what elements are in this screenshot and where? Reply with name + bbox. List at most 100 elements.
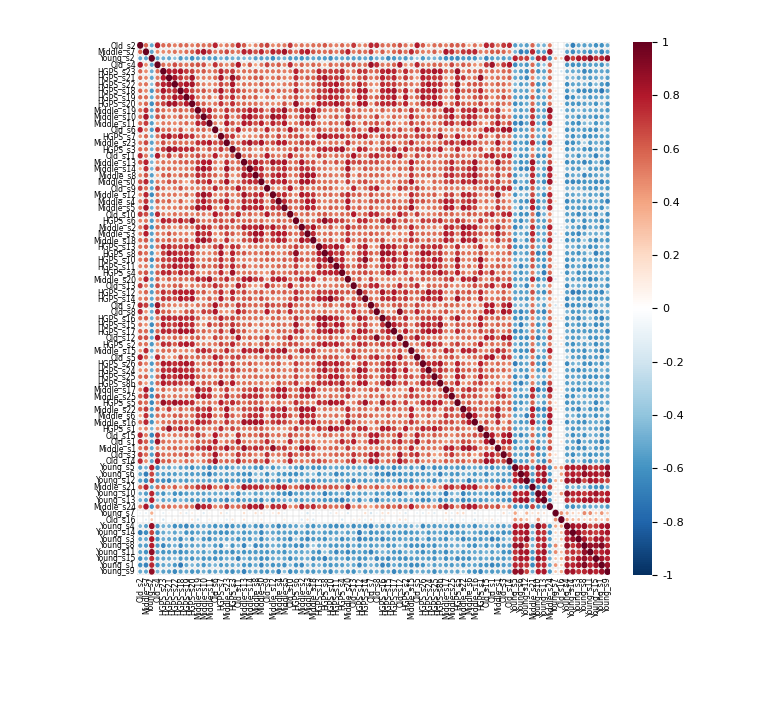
- Circle shape: [249, 265, 251, 268]
- Circle shape: [358, 479, 361, 482]
- Circle shape: [185, 395, 188, 397]
- Circle shape: [606, 89, 609, 93]
- Circle shape: [243, 453, 246, 456]
- Circle shape: [439, 421, 442, 424]
- Circle shape: [208, 297, 211, 301]
- Circle shape: [485, 115, 488, 118]
- Circle shape: [525, 485, 528, 489]
- Circle shape: [340, 264, 344, 268]
- Circle shape: [253, 231, 258, 236]
- Circle shape: [185, 257, 188, 262]
- Circle shape: [571, 375, 575, 378]
- Circle shape: [491, 550, 494, 554]
- Circle shape: [502, 479, 505, 482]
- Circle shape: [445, 570, 447, 573]
- Circle shape: [346, 498, 349, 502]
- Circle shape: [443, 387, 449, 393]
- Circle shape: [324, 564, 327, 566]
- Circle shape: [537, 83, 539, 86]
- Circle shape: [283, 304, 286, 307]
- Circle shape: [272, 297, 274, 300]
- Circle shape: [561, 337, 562, 338]
- Circle shape: [594, 349, 597, 352]
- Circle shape: [439, 414, 442, 417]
- Circle shape: [422, 349, 424, 352]
- Circle shape: [491, 329, 494, 333]
- Circle shape: [191, 524, 194, 528]
- Circle shape: [549, 83, 551, 86]
- Circle shape: [606, 284, 609, 287]
- Circle shape: [450, 349, 453, 353]
- Circle shape: [473, 414, 477, 418]
- Circle shape: [462, 238, 465, 243]
- Circle shape: [173, 570, 176, 573]
- Circle shape: [398, 148, 401, 151]
- Circle shape: [445, 135, 447, 138]
- Circle shape: [196, 205, 200, 210]
- Circle shape: [548, 336, 552, 339]
- Circle shape: [599, 562, 604, 568]
- Circle shape: [467, 446, 471, 451]
- Circle shape: [589, 180, 591, 184]
- Circle shape: [542, 168, 546, 170]
- Circle shape: [496, 394, 500, 398]
- Circle shape: [168, 109, 170, 111]
- Circle shape: [520, 90, 522, 93]
- Circle shape: [479, 168, 482, 170]
- Circle shape: [479, 433, 482, 437]
- Circle shape: [456, 408, 459, 411]
- Circle shape: [565, 472, 569, 476]
- Circle shape: [410, 570, 413, 573]
- Circle shape: [369, 278, 372, 281]
- Circle shape: [439, 472, 442, 476]
- Circle shape: [162, 290, 165, 294]
- Circle shape: [173, 564, 176, 566]
- Circle shape: [600, 336, 603, 339]
- Circle shape: [323, 89, 327, 93]
- Circle shape: [220, 498, 222, 502]
- Circle shape: [185, 226, 188, 229]
- Circle shape: [468, 570, 471, 573]
- Circle shape: [266, 180, 269, 183]
- Circle shape: [508, 544, 510, 547]
- Circle shape: [340, 257, 344, 262]
- Circle shape: [514, 356, 517, 358]
- Circle shape: [497, 369, 499, 372]
- Circle shape: [479, 388, 482, 391]
- Circle shape: [404, 388, 407, 391]
- Circle shape: [167, 271, 171, 275]
- Circle shape: [561, 227, 562, 228]
- Circle shape: [502, 206, 505, 210]
- Circle shape: [565, 491, 569, 496]
- Circle shape: [502, 570, 505, 573]
- Circle shape: [520, 258, 522, 261]
- Circle shape: [243, 388, 246, 391]
- Circle shape: [456, 459, 459, 463]
- Circle shape: [444, 491, 448, 496]
- Circle shape: [243, 213, 246, 216]
- Circle shape: [496, 414, 500, 418]
- Circle shape: [474, 401, 476, 404]
- Circle shape: [190, 271, 194, 275]
- Circle shape: [381, 82, 385, 86]
- Circle shape: [220, 154, 222, 157]
- Circle shape: [237, 531, 240, 534]
- Circle shape: [272, 154, 274, 157]
- Circle shape: [398, 381, 401, 385]
- Circle shape: [479, 83, 482, 86]
- Circle shape: [381, 134, 385, 138]
- Circle shape: [491, 407, 494, 411]
- Circle shape: [565, 238, 568, 242]
- Circle shape: [555, 279, 556, 280]
- Circle shape: [600, 369, 603, 372]
- Circle shape: [295, 505, 298, 508]
- Circle shape: [398, 304, 401, 307]
- Circle shape: [341, 414, 343, 417]
- Circle shape: [271, 160, 275, 165]
- Circle shape: [589, 381, 591, 385]
- Circle shape: [462, 258, 465, 261]
- Circle shape: [329, 524, 332, 528]
- Circle shape: [179, 544, 182, 547]
- Circle shape: [185, 466, 188, 469]
- Circle shape: [329, 342, 333, 346]
